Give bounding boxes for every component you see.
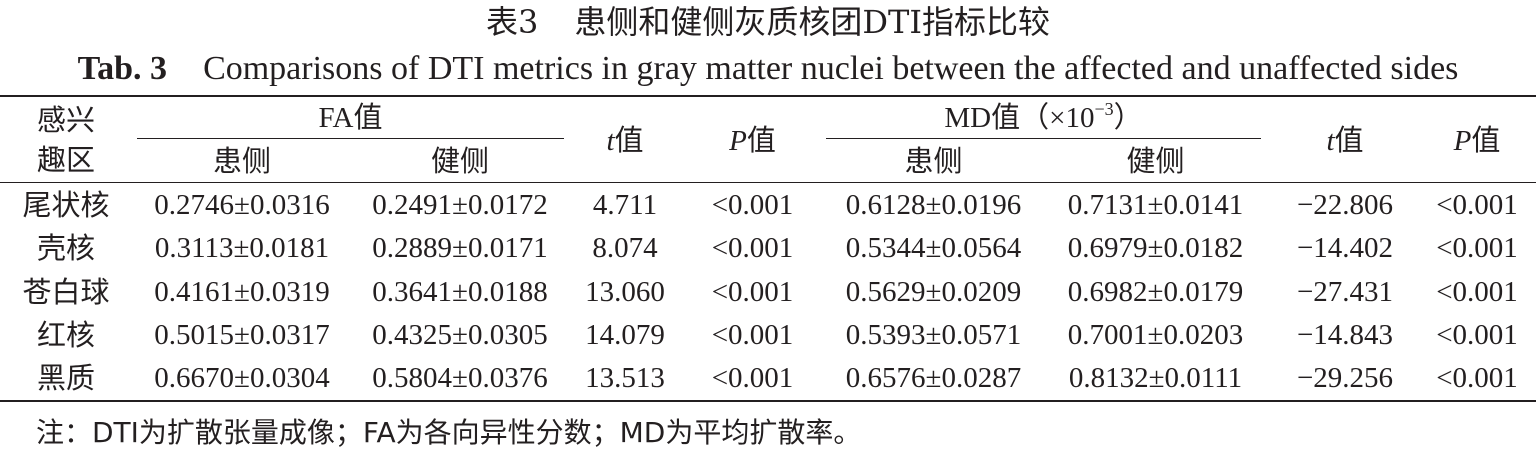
fa-t-cell: 13.060 [585, 276, 665, 308]
fa-t-cell: 4.711 [592, 189, 658, 221]
fa-unaffected-cell: 0.3641±0.0188 [372, 276, 548, 308]
md-group-underline [826, 138, 1261, 139]
table-top-rule [0, 95, 1536, 97]
table-label-chinese: 表3 [485, 3, 539, 41]
fa-p-cell: <0.001 [711, 319, 794, 351]
md-p-cell: <0.001 [1436, 189, 1518, 221]
md-unaffected-cell: 0.8132±0.0111 [1068, 362, 1243, 394]
fa-p-cell: <0.001 [711, 232, 794, 264]
md-affected-cell: 0.5629±0.0209 [845, 276, 1022, 308]
fa-t-cell: 8.074 [592, 232, 658, 264]
md-t-cell: −29.256 [1296, 362, 1394, 394]
fa-affected-cell: 0.6670±0.0304 [154, 362, 330, 394]
fa-unaffected-cell: 0.2491±0.0172 [372, 189, 548, 221]
table-title-chinese: 患侧和健侧灰质核团DTI指标比较 [574, 3, 1051, 41]
fa-p-cell: <0.001 [711, 189, 794, 221]
fa-affected-cell: 0.3113±0.0181 [154, 232, 330, 264]
header-fa-group: FA值 [318, 102, 383, 134]
header-fa-p: P值 [729, 123, 776, 157]
md-p-cell: <0.001 [1436, 232, 1518, 264]
header-md-p: P值 [1453, 123, 1501, 157]
md-p-cell: <0.001 [1436, 319, 1518, 351]
md-unaffected-cell: 0.7001±0.0203 [1067, 319, 1244, 351]
header-md-unaffected: 健侧 [1126, 144, 1185, 178]
fa-p-cell: <0.001 [711, 276, 794, 308]
fa-unaffected-cell: 0.4325±0.0305 [372, 319, 548, 351]
md-t-cell: −14.843 [1296, 319, 1394, 351]
region-cell: 壳核 [36, 231, 95, 265]
region-cell: 黑质 [36, 361, 95, 395]
fa-affected-cell: 0.2746±0.0316 [154, 189, 330, 221]
table-label-english: Tab. 3 [77, 50, 168, 87]
header-roi-line2: 趣区 [36, 143, 95, 177]
fa-affected-cell: 0.5015±0.0317 [154, 319, 330, 351]
header-fa-affected: 患侧 [212, 144, 271, 178]
md-unaffected-cell: 0.7131±0.0141 [1067, 189, 1244, 221]
md-unaffected-cell: 0.6979±0.0182 [1067, 232, 1244, 264]
md-t-cell: −27.431 [1296, 276, 1394, 308]
table-footnote: 注：DTI为扩散张量成像；FA为各向异性分数；MD为平均扩散率。 [36, 416, 862, 449]
header-md-affected: 患侧 [904, 144, 963, 178]
fa-group-underline [137, 138, 564, 139]
header-md-group: MD值（×10−3） [944, 99, 1143, 134]
table-caption-english: Tab. 3 Comparisons of DTI metrics in gray… [0, 48, 1536, 90]
table-header-rule [0, 182, 1536, 183]
md-t-cell: −22.806 [1296, 189, 1394, 221]
md-unaffected-cell: 0.6982±0.0179 [1067, 276, 1244, 308]
table-title-english: Comparisons of DTI metrics in gray matte… [203, 50, 1459, 87]
fa-t-cell: 13.513 [585, 362, 665, 394]
fa-t-cell: 14.079 [585, 319, 665, 351]
md-affected-cell: 0.5393±0.0571 [845, 319, 1022, 351]
table-caption-chinese: 表3 患侧和健侧灰质核团DTI指标比较 [0, 2, 1536, 42]
fa-unaffected-cell: 0.2889±0.0171 [372, 232, 548, 264]
md-affected-cell: 0.6128±0.0196 [845, 189, 1022, 221]
header-roi-line1: 感兴 [36, 103, 95, 137]
region-cell: 苍白球 [22, 275, 110, 309]
fa-unaffected-cell: 0.5804±0.0376 [372, 362, 548, 394]
header-fa-t: t值 [606, 123, 644, 157]
region-cell: 尾状核 [22, 188, 110, 222]
fa-p-cell: <0.001 [711, 362, 794, 394]
md-t-cell: −14.402 [1296, 232, 1394, 264]
md-p-cell: <0.001 [1436, 276, 1518, 308]
md-affected-cell: 0.5344±0.0564 [845, 232, 1022, 264]
fa-affected-cell: 0.4161±0.0319 [154, 276, 330, 308]
region-cell: 红核 [36, 318, 95, 352]
header-fa-unaffected: 健侧 [430, 144, 489, 178]
md-p-cell: <0.001 [1436, 362, 1518, 394]
header-md-t: t值 [1326, 123, 1364, 157]
md-affected-cell: 0.6576±0.0287 [845, 362, 1022, 394]
table-bottom-rule [0, 400, 1536, 402]
